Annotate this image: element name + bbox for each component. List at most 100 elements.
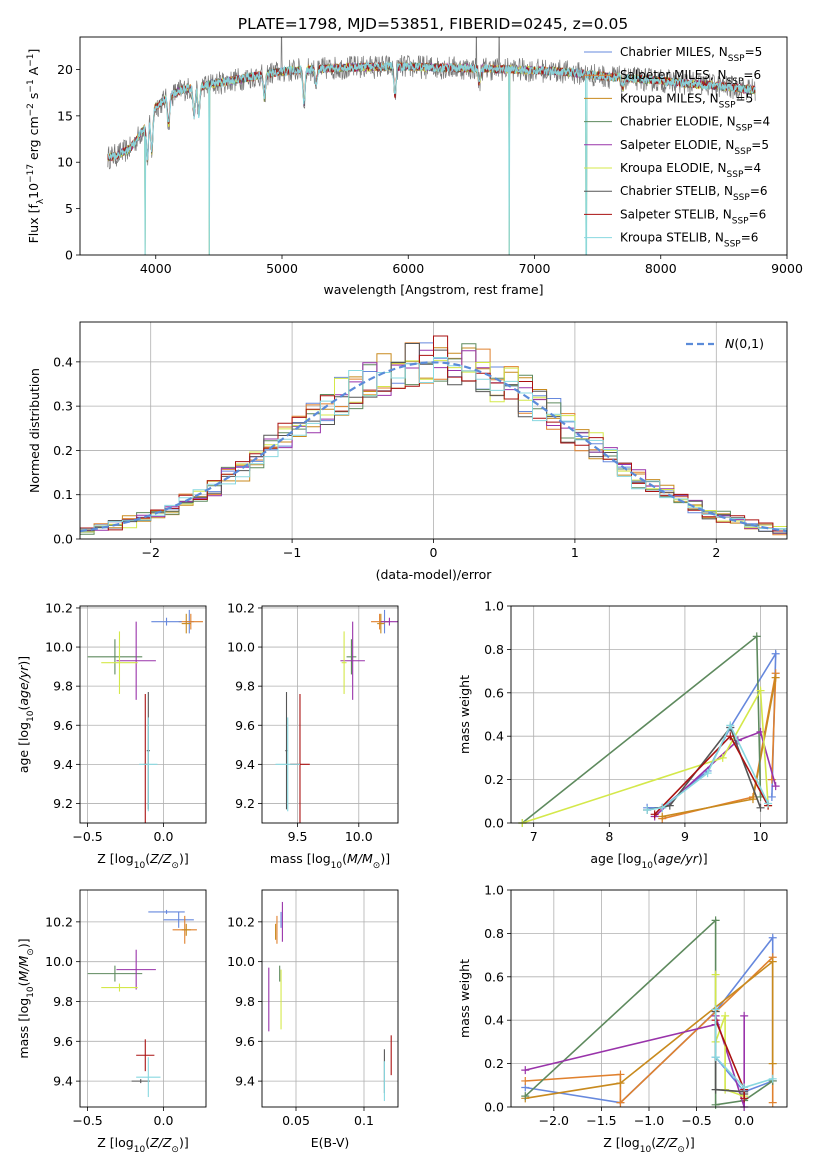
x-tick-label: −1 (283, 545, 301, 560)
x-tick-label: 9 (681, 829, 689, 844)
x-tick-label: −2.0 (539, 1113, 569, 1128)
y-axis-label: mass weight (457, 675, 472, 754)
y-tick-label: 0.0 (53, 532, 73, 547)
x-tick-label: 8000 (645, 261, 677, 276)
y-tick-label: 9.4 (53, 757, 73, 772)
age-vs-z-axes: −0.5 0.0 9.2 9.4 9.6 9.8 10.0 10.2 Z [log10(Z/Z⊙… (16, 600, 206, 871)
y-tick-label: 0.2 (53, 443, 73, 458)
weight-marker (711, 1005, 720, 1014)
weight-line (714, 1009, 773, 1089)
y-axis-label: mass [log10(M/M⊙)] (16, 938, 36, 1058)
weight-line (522, 687, 769, 823)
y-tick-label: 0.8 (484, 642, 504, 657)
y-tick-label: 10.2 (45, 600, 73, 615)
weight-marker (768, 1059, 777, 1068)
weight-marker (711, 1100, 720, 1109)
y-tick-label: 1.0 (484, 883, 504, 898)
weight-marker (764, 799, 773, 808)
weight-marker (771, 782, 780, 791)
weight-marker (726, 721, 735, 730)
axes-frame (79, 321, 788, 540)
weight-marker (616, 1070, 625, 1079)
y-tick-label: 9.2 (235, 796, 255, 811)
weight-marker (771, 649, 780, 658)
x-tick-label: 8 (605, 829, 613, 844)
y-tick-label: 10.0 (45, 954, 73, 969)
x-axis-label: Z [log10(Z/Z⊙)] (97, 851, 188, 871)
weight-marker (711, 1085, 720, 1094)
x-tick-label: 10 (753, 829, 769, 844)
y-tick-label: 10.2 (227, 600, 255, 615)
legend-label: Kroupa MILES, NSSP=5 (620, 91, 753, 110)
y-tick-label: 0.1 (53, 487, 73, 502)
weight-marker (616, 1098, 625, 1107)
y-tick-label: 10.2 (227, 914, 255, 929)
weight-marker (768, 1074, 777, 1083)
weight-marker (748, 795, 757, 804)
axes-frame (261, 605, 399, 824)
x-tick-label: 0.1 (354, 1113, 374, 1128)
x-tick-label: 9000 (771, 261, 803, 276)
y-tick-label: 9.2 (53, 796, 73, 811)
x-axis-label: (data-model)/error (376, 567, 493, 582)
x-tick-label: −1.5 (586, 1113, 616, 1128)
legend-label: Chabrier STELIB, NSSP=6 (620, 184, 768, 203)
weight-marker (521, 1066, 530, 1075)
x-tick-label: −0.5 (72, 829, 102, 844)
spectrum-model-line (107, 60, 756, 255)
x-tick-label: −0.5 (681, 1113, 711, 1128)
y-tick-label: 9.8 (53, 679, 73, 694)
x-tick-label: 7 (530, 829, 538, 844)
massweight-vs-z-axes: −2.0 −1.5 −1.0 −0.5 0.0 0.0 0.2 0.4 0.6 0.8 1.0 Z [… (457, 883, 787, 1155)
x-axis-label: wavelength [Angstrom, rest frame] (323, 282, 543, 297)
massweight-vs-age-axes: 7 8 9 10 0.0 0.2 0.4 0.6 0.8 1.0 age [log10(age/yr… (457, 599, 787, 871)
weight-marker (643, 805, 652, 814)
weight-marker (740, 1094, 749, 1103)
y-tick-label: 9.6 (53, 1034, 73, 1049)
y-tick-label: 0.8 (484, 926, 504, 941)
x-axis-label: Z [log10(Z/Z⊙)] (603, 1135, 694, 1155)
mass-vs-z-axes: −0.5 0.0 9.4 9.6 9.8 10.0 10.2 Z [log10(Z/Z⊙)] m… (16, 890, 206, 1155)
y-tick-label: 9.4 (235, 1074, 255, 1089)
figure-title: PLATE=1798, MJD=53851, FIBERID=0245, z=0… (238, 15, 628, 33)
x-tick-label: 4000 (140, 261, 172, 276)
legend-label: Chabrier ELODIE, NSSP=4 (620, 115, 770, 134)
x-tick-label: 2 (712, 545, 720, 560)
weight-marker (752, 632, 761, 641)
weight-marker (740, 1083, 749, 1092)
weight-marker (740, 1011, 749, 1020)
weight-marker (711, 1053, 720, 1062)
spectrum-legend: Chabrier MILES, NSSP=5 Salpeter MILES, NS… (584, 45, 770, 250)
x-tick-label: 9.5 (288, 829, 308, 844)
y-tick-label: 9.6 (235, 718, 255, 733)
y-tick-label: 9.4 (235, 757, 255, 772)
x-tick-label: 6000 (392, 261, 424, 276)
x-tick-label: 5000 (266, 261, 298, 276)
weight-marker (768, 957, 777, 966)
weight-marker (756, 686, 765, 695)
weight-line (714, 1011, 745, 1094)
weight-marker (768, 1098, 777, 1107)
y-tick-label: 20 (57, 62, 73, 77)
gaussian-curve (80, 361, 787, 533)
y-axis-label: Normed distribution (27, 368, 42, 493)
y-tick-label: 0.6 (484, 685, 504, 700)
histogram-line (80, 357, 787, 538)
weight-line (521, 634, 762, 823)
legend-label: Salpeter ELODIE, NSSP=5 (620, 138, 769, 157)
x-tick-label: −0.5 (72, 1113, 102, 1128)
y-tick-label: 9.8 (235, 994, 255, 1009)
weight-marker (521, 1076, 530, 1085)
legend-label: Salpeter MILES, NSSP=6 (620, 68, 761, 87)
weight-marker (521, 1092, 530, 1101)
axes-frame (510, 605, 788, 824)
x-tick-label: 0.0 (154, 1113, 174, 1128)
weight-marker (650, 810, 659, 819)
axes-frame (79, 36, 788, 256)
weight-marker (756, 803, 765, 812)
y-tick-label: 0.2 (484, 772, 504, 787)
y-tick-label: 9.4 (53, 1074, 73, 1089)
x-tick-label: 0.05 (282, 1113, 310, 1128)
y-axis-label: mass weight (457, 959, 472, 1038)
y-tick-label: 0.4 (484, 729, 504, 744)
